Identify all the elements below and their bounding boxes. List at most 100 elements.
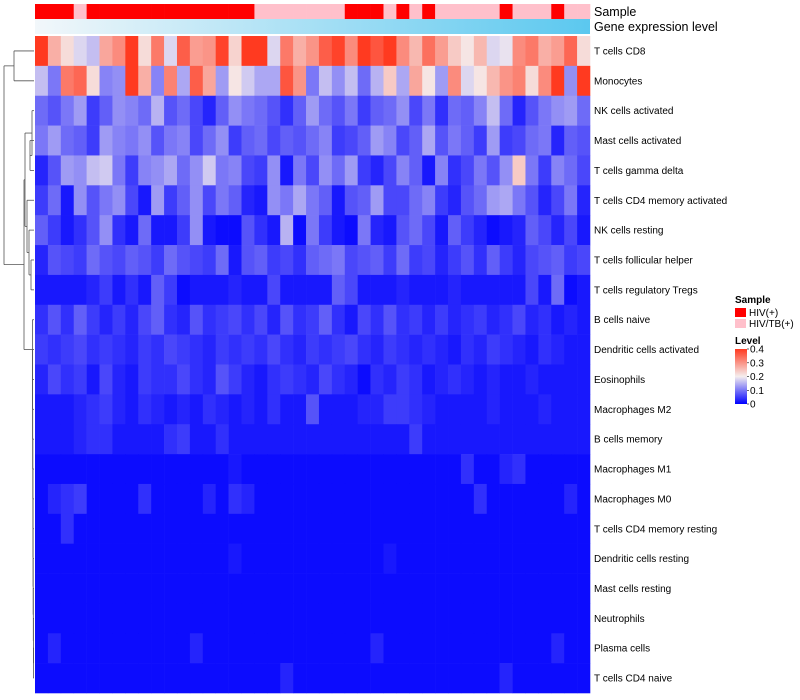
heatmap-cell — [551, 394, 565, 425]
heatmap-cell — [318, 394, 333, 425]
heatmap-cell — [280, 125, 294, 156]
heatmap-cell — [228, 245, 242, 276]
heatmap-cell — [499, 394, 513, 425]
heatmap-cell — [473, 633, 488, 664]
heatmap-cell — [254, 573, 268, 604]
sample-annotation-cell — [125, 4, 139, 19]
heatmap-cell — [112, 155, 126, 186]
heatmap-cell — [422, 364, 436, 395]
row-label: T cells CD8 — [594, 46, 646, 57]
heatmap-cell — [176, 543, 191, 574]
heatmap-cell — [125, 125, 139, 156]
heatmap-cell — [512, 543, 526, 574]
heatmap-cell — [525, 185, 539, 216]
sample-annotation-cell — [525, 4, 539, 19]
heatmap-cell — [448, 334, 462, 365]
heatmap-cell — [164, 364, 178, 395]
heatmap-cell — [577, 483, 591, 515]
heatmap-cell — [512, 185, 526, 216]
heatmap-cell — [86, 543, 100, 574]
heatmap-cell — [331, 125, 346, 156]
heatmap-cell — [60, 274, 75, 306]
heatmap-cell — [215, 424, 229, 455]
heatmap-cell — [189, 483, 204, 515]
sample-annotation-bar — [35, 4, 591, 19]
heatmap-cell — [525, 245, 539, 276]
heatmap-cell — [215, 65, 229, 97]
heatmap-cell — [331, 334, 346, 365]
heatmap-cell — [189, 603, 204, 634]
heatmap-cell — [435, 125, 449, 156]
heatmap-cell — [215, 513, 229, 544]
sample-annotation-cell — [512, 4, 526, 19]
heatmap-cell — [460, 185, 475, 216]
heatmap-cell — [151, 454, 165, 485]
heatmap-cell — [86, 483, 100, 515]
sample-annotation-cell — [99, 4, 113, 19]
sample-annotation-cell — [473, 4, 488, 19]
row-label: Plasma cells — [594, 644, 650, 655]
heatmap-cell — [164, 65, 178, 97]
heatmap-cell — [35, 95, 49, 126]
heatmap-cell — [125, 543, 139, 574]
heatmap-cell — [577, 215, 591, 246]
heatmap-cell — [138, 36, 152, 67]
row-label: Monocytes — [594, 76, 642, 87]
heatmap-cell — [176, 513, 191, 544]
heatmap-cell — [357, 394, 371, 425]
heatmap-cell — [577, 65, 591, 97]
heatmap-cell — [396, 334, 410, 365]
heatmap-cell — [189, 364, 204, 395]
heatmap-cell — [215, 364, 229, 395]
heatmap-cell — [138, 125, 152, 156]
heatmap-cell — [293, 215, 307, 246]
heatmap-cell — [435, 394, 449, 425]
heatmap-cell — [306, 454, 320, 485]
heatmap-cell — [318, 274, 333, 306]
heatmap-cell — [202, 274, 216, 306]
heatmap-cell — [241, 543, 255, 574]
heatmap-cell — [460, 125, 475, 156]
heatmap-cell — [73, 334, 87, 365]
heatmap-cell — [409, 36, 423, 67]
sample-annotation-cell — [409, 4, 423, 19]
heatmap-cell — [435, 245, 449, 276]
heatmap-cell — [383, 334, 397, 365]
heatmap-cell — [73, 274, 87, 306]
heatmap-cell — [254, 543, 268, 574]
heatmap-cell — [267, 334, 281, 365]
heatmap-cell — [331, 424, 346, 455]
heatmap-cell — [215, 245, 229, 276]
heatmap-cell — [331, 483, 346, 515]
heatmap-cell — [73, 603, 87, 634]
heatmap-cell — [189, 36, 204, 67]
heatmap-cell — [538, 454, 552, 485]
heatmap-cell — [47, 36, 62, 67]
heatmap-cell — [202, 334, 216, 365]
heatmap-cell — [35, 334, 49, 365]
heatmap-cell — [138, 185, 152, 216]
heatmap-cell — [47, 95, 62, 126]
heatmap-cell — [525, 633, 539, 664]
heatmap-cell — [370, 364, 384, 395]
heatmap-cell — [99, 663, 113, 694]
heatmap-cell — [409, 245, 423, 276]
heatmap-cell — [293, 513, 307, 544]
heatmap-cell — [125, 334, 139, 365]
heatmap-cell — [409, 304, 423, 335]
heatmap-cell — [409, 483, 423, 515]
heatmap-cell — [306, 663, 320, 694]
heatmap-cell — [241, 125, 255, 156]
heatmap-cell — [538, 95, 552, 126]
heatmap-cell — [228, 454, 242, 485]
heatmap-cell — [577, 245, 591, 276]
heatmap-cell — [357, 513, 371, 544]
heatmap-cell — [125, 274, 139, 306]
heatmap-cell — [383, 633, 397, 664]
heatmap-cell — [228, 304, 242, 335]
heatmap-cell — [267, 245, 281, 276]
heatmap-cell — [215, 185, 229, 216]
heatmap-cell — [112, 543, 126, 574]
heatmap-cell — [47, 483, 62, 515]
sample-annotation-cell — [241, 4, 255, 19]
